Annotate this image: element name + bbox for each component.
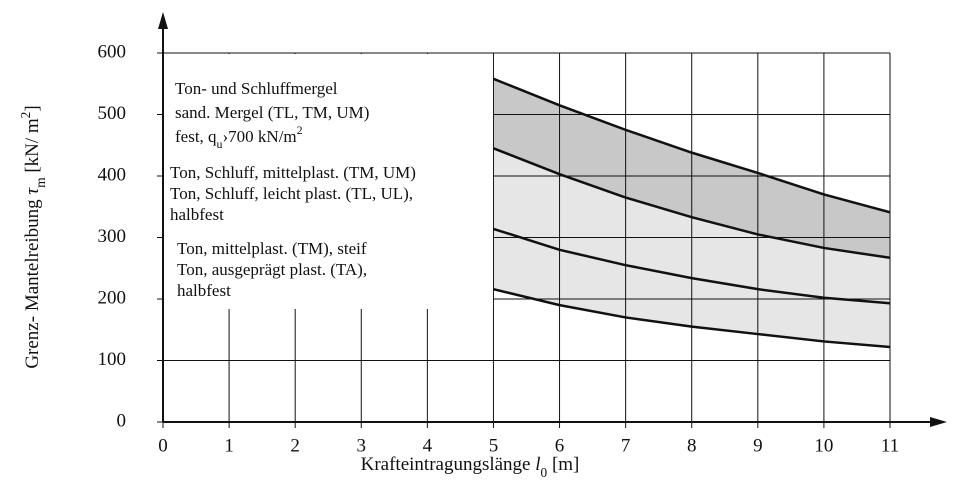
text-part: halbfest [170, 205, 224, 224]
y-tick-label: 200 [98, 287, 127, 308]
curve [492, 147, 891, 260]
text-part: [m] [547, 454, 579, 475]
text-part: m [33, 177, 48, 188]
text-part: 0 [541, 465, 548, 480]
text-part: fest, q [175, 127, 217, 146]
x-tick-label: 0 [158, 435, 168, 456]
x-tick-label: 4 [423, 435, 433, 456]
y-tick-label: 0 [117, 410, 127, 431]
x-tick-label: 2 [290, 435, 300, 456]
x-tick-label: 5 [489, 435, 499, 456]
annotation: Ton, ausgeprägt plast. (TA), [177, 260, 367, 279]
x-arrow [930, 417, 947, 427]
text-part: Krafteintragungslänge [361, 454, 536, 475]
x-tick-label: 8 [687, 435, 697, 456]
text-part: Ton- und Schluffmergel [175, 79, 338, 98]
x-tick-label: 1 [224, 435, 234, 456]
x-tick-label: 11 [881, 435, 899, 456]
text-part: τ [22, 187, 43, 195]
text-part: u [217, 137, 223, 151]
y-tick-label: 100 [98, 349, 127, 370]
annotation: Ton, mittelplast. (TM), steif [177, 239, 367, 258]
text-part: Grenz- Mantelreibung [22, 195, 43, 369]
text-part: l [535, 454, 540, 475]
curve [492, 77, 891, 214]
text-part: Ton, Schluff, mittelplast. (TM, UM) [170, 163, 416, 182]
x-tick-label: 3 [357, 435, 367, 456]
annotation: Ton- und Schluffmergel [175, 79, 338, 98]
label-box [164, 54, 493, 309]
foreground: 0 1 2 3 4 5 6 7 8 9 10 11 0 100 200 300 400 500 600 Kraftei… [18, 12, 947, 480]
y-tick-label: 400 [98, 164, 127, 185]
text-part: Ton, mittelplast. (TM), steif [177, 239, 367, 258]
text-part: 2 [18, 112, 33, 119]
x-tick-label: 7 [621, 435, 631, 456]
x-axis-label: Krafteintragungslänge l0 [m] [361, 454, 580, 479]
y-tick-label: 300 [98, 226, 127, 247]
annotation: Ton, Schluff, leicht plast. (TL, UL), [170, 184, 413, 203]
text-part: 2 [297, 123, 303, 137]
annotation: halbfest [177, 281, 231, 300]
annotation: fest, qu›700 kN/m2 [175, 123, 303, 151]
text-part: [kN/ m [22, 118, 43, 177]
y-tick-label: 500 [98, 103, 127, 124]
text-part: sand. Mergel (TL, TM, UM) [175, 103, 369, 122]
text-part: halbfest [177, 281, 231, 300]
y-tick-label: 600 [98, 41, 127, 62]
x-tick-label: 9 [753, 435, 763, 456]
text-part: ›700 kN/m [223, 127, 297, 146]
x-tick-label: 6 [555, 435, 565, 456]
x-tick-label: 10 [814, 435, 833, 456]
annotation: halbfest [170, 205, 224, 224]
text-part: Ton, Schluff, leicht plast. (TL, UL), [170, 184, 413, 203]
annotation: sand. Mergel (TL, TM, UM) [175, 103, 369, 122]
annotation: Ton, Schluff, mittelplast. (TM, UM) [170, 163, 416, 182]
curve [493, 287, 891, 349]
text-part: Ton, ausgeprägt plast. (TA), [177, 260, 367, 279]
y-axis-label: Grenz- Mantelreibung τm [kN/ m2] [18, 105, 48, 368]
curve [493, 227, 891, 305]
y-arrow [158, 12, 168, 29]
text-part: ] [22, 105, 43, 111]
